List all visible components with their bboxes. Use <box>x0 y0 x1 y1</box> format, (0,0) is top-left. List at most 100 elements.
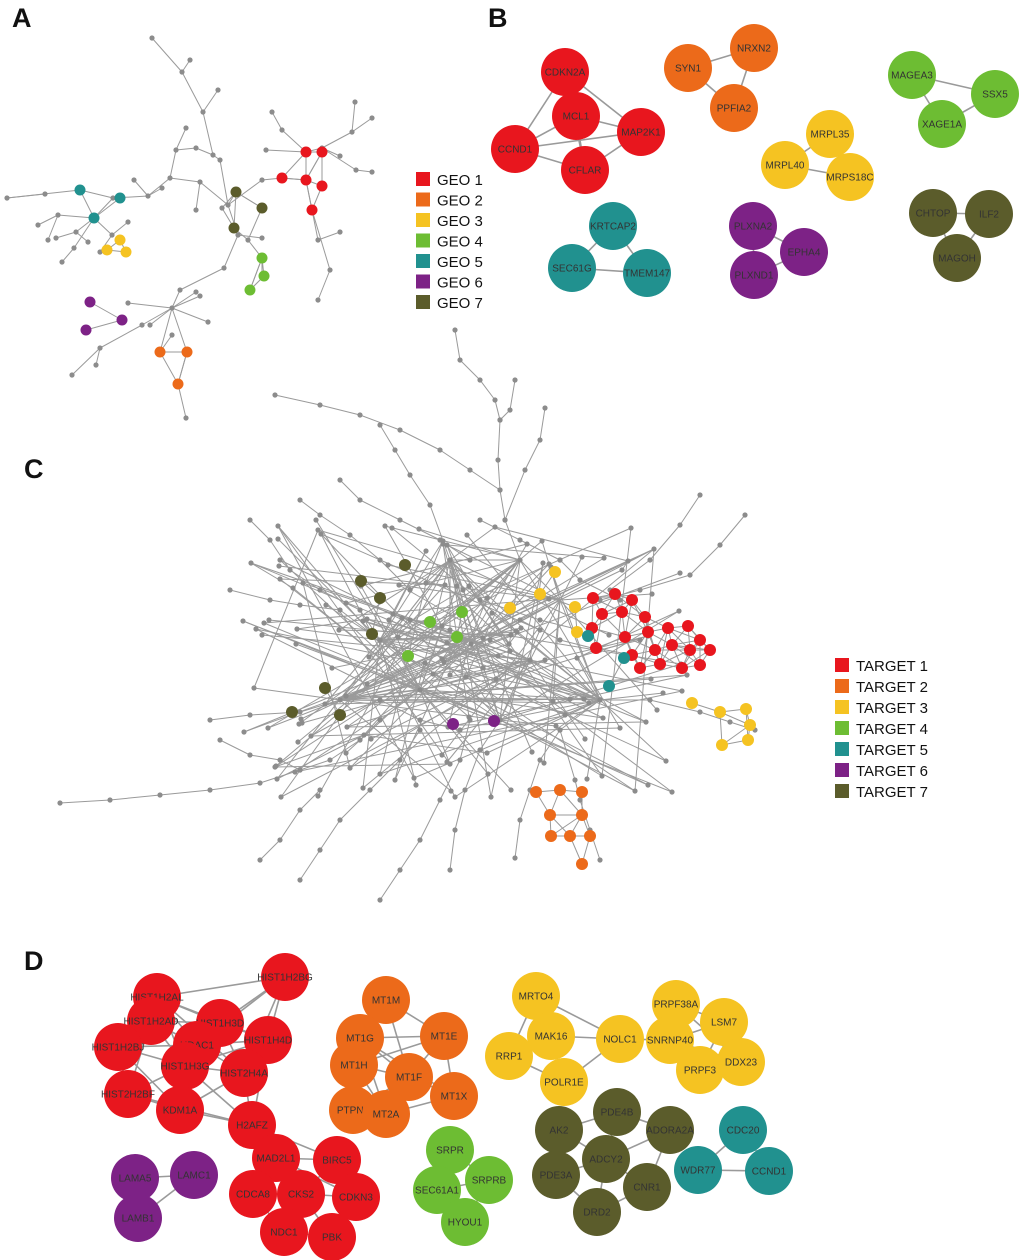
c-edge <box>499 489 506 521</box>
legend-geo-swatch-5 <box>416 254 430 268</box>
c-edge <box>499 699 601 721</box>
c-gray-node <box>452 327 458 333</box>
c-yellow-node <box>571 626 583 638</box>
b-label-map2k1: MAP2K1 <box>621 128 661 139</box>
a-edge <box>181 71 204 113</box>
c-edge <box>490 562 544 798</box>
c-gray-node <box>277 576 283 582</box>
c-edge <box>362 548 655 789</box>
d-node-polr1e <box>540 1058 588 1106</box>
d-label-h2afz: H2AFZ <box>236 1121 268 1132</box>
c-gray-node <box>277 757 283 763</box>
c-gray-node <box>377 697 383 703</box>
legend-geo-swatch-3 <box>416 213 430 227</box>
legend-target-swatch-1 <box>835 658 849 672</box>
a-gray-node <box>210 152 216 158</box>
d-label-mt1g: MT1G <box>346 1034 374 1045</box>
b-node-epha4 <box>780 228 828 276</box>
c-edge <box>339 548 655 701</box>
c-edge <box>425 540 444 584</box>
a-module-edge <box>177 351 188 385</box>
c-edge <box>469 639 501 721</box>
d-node-cdca8 <box>229 1170 277 1218</box>
c-gray-node <box>537 627 543 633</box>
d-node-drd2 <box>573 1188 621 1236</box>
b-node-tmem147 <box>623 249 671 297</box>
c-edge <box>274 734 365 768</box>
c-gray-node <box>495 457 501 463</box>
c-gray-node <box>397 867 403 873</box>
a-edge <box>73 217 95 249</box>
c-gray-node <box>315 793 321 799</box>
c-gray-node <box>297 709 303 715</box>
b-node-sec61g <box>548 244 596 292</box>
d-node-lamb1 <box>114 1194 162 1242</box>
d-node-ccnd1 <box>745 1147 793 1195</box>
a-yellow-node <box>101 244 113 256</box>
a-edge <box>71 347 101 376</box>
d-label-wdr77: WDR77 <box>680 1166 715 1177</box>
c-edge <box>441 548 655 660</box>
b-label-mrpl40: MRPL40 <box>766 161 805 172</box>
c-gray-node <box>357 412 363 418</box>
panel-label-c: C <box>24 454 44 484</box>
c-edge <box>317 529 561 601</box>
c-gray-node <box>407 617 413 623</box>
a-red-node <box>276 172 288 184</box>
d-node-pbk <box>308 1213 356 1260</box>
c-edge <box>499 719 649 786</box>
c-gray-node <box>537 757 543 763</box>
c-gray-node <box>298 716 304 722</box>
a-gray-node <box>125 219 131 225</box>
d-node-wdr77 <box>674 1146 722 1194</box>
a-gray-node <box>245 237 251 243</box>
c-gray-node <box>413 782 419 788</box>
c-edge <box>267 563 550 729</box>
d-node-hist1h2bg <box>261 953 309 1001</box>
a-edge <box>127 302 173 309</box>
legend-geo-label-7: GEO 7 <box>437 295 483 312</box>
b-label-xage1a: XAGE1A <box>922 120 962 131</box>
d-label-polr1e: POLR1E <box>544 1078 584 1089</box>
c-edge <box>255 628 368 685</box>
c-gray-node <box>407 472 413 478</box>
b-node-map2k1 <box>617 108 665 156</box>
c-edge <box>504 469 526 521</box>
c-edge <box>514 819 521 859</box>
c-edge <box>649 524 681 561</box>
a-orange-node <box>172 378 184 390</box>
c-gray-node <box>343 750 349 756</box>
d-label-lsm7: LSM7 <box>711 1018 738 1029</box>
c-orange-node <box>576 809 588 821</box>
a-gray-node <box>269 109 275 115</box>
c-gray-node <box>517 537 523 543</box>
a-edge <box>223 234 239 269</box>
d-label-nolc1: NOLC1 <box>603 1035 637 1046</box>
c-gray-node <box>327 757 333 763</box>
a-green-node <box>256 252 268 264</box>
c-gray-node <box>540 560 546 566</box>
c-edge <box>320 533 501 721</box>
c-edge <box>419 799 441 841</box>
b-label-plxna2: PLXNA2 <box>734 222 773 233</box>
d-label-snrnp40: SNRNP40 <box>647 1036 694 1047</box>
a-purple-node <box>84 296 96 308</box>
a-gray-node <box>177 287 183 293</box>
c-gray-node <box>444 759 450 765</box>
d-label-cdca8: CDCA8 <box>236 1190 270 1201</box>
legend-target-label-2: TARGET 2 <box>856 679 928 696</box>
a-edge <box>57 214 95 219</box>
d-node-mt2a <box>362 1090 410 1138</box>
c-edge <box>296 618 368 630</box>
d-label-prpf38a: PRPF38A <box>654 1000 699 1011</box>
a-edge <box>171 289 181 309</box>
d-node-mt1e <box>420 1012 468 1060</box>
c-edge <box>339 559 521 701</box>
a-gray-node <box>327 267 333 273</box>
legend-geo-swatch-2 <box>416 192 430 207</box>
b-label-mrpl35: MRPL35 <box>811 130 850 141</box>
c-gray-node <box>625 558 631 564</box>
c-edge <box>399 429 441 451</box>
c-edge <box>368 559 521 658</box>
d-label-adora2a: ADORA2A <box>646 1126 694 1137</box>
